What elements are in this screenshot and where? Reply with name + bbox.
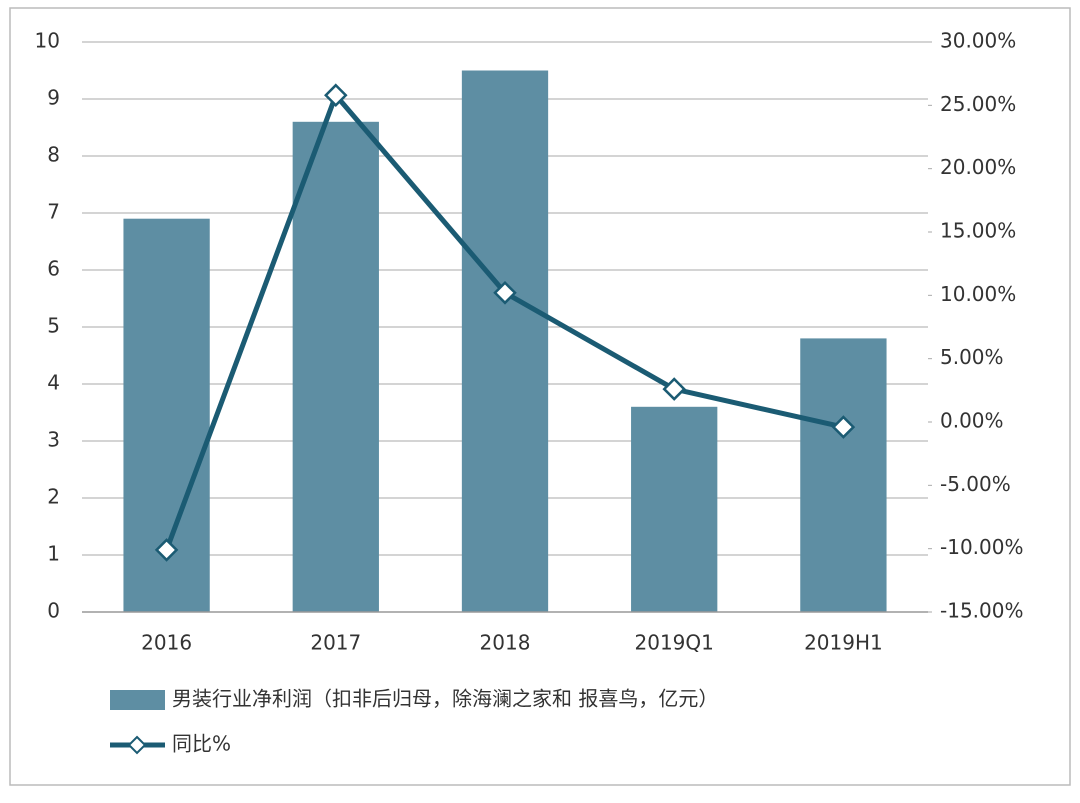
legend-label: 男装行业净利润（扣非后归母，除海澜之家和 报喜鸟，亿元） xyxy=(172,687,718,711)
line-marker xyxy=(662,377,686,401)
bar xyxy=(800,338,887,612)
x-tick-label: 2018 xyxy=(480,631,531,655)
legend-swatch xyxy=(110,690,165,710)
y2-tick-label: 10.00% xyxy=(940,282,1016,306)
y2-tick-label: -5.00% xyxy=(940,472,1011,496)
y-tick-label: 0 xyxy=(47,599,60,623)
y-tick-label: 6 xyxy=(47,257,60,281)
y-tick-label: 9 xyxy=(47,86,60,110)
y-tick-label: 8 xyxy=(47,143,60,167)
line-marker xyxy=(831,415,856,439)
bar xyxy=(631,406,718,612)
y2-tick-label: 20.00% xyxy=(940,155,1016,179)
legend-label: 同比% xyxy=(172,732,231,756)
x-tick-label: 2017 xyxy=(310,631,361,655)
y-tick-label: 5 xyxy=(47,314,60,338)
y2-tick-label: -10.00% xyxy=(940,535,1023,559)
y2-tick-label: 0.00% xyxy=(940,409,1004,433)
y2-tick-label: 30.00% xyxy=(940,29,1016,53)
y-tick-label: 4 xyxy=(47,371,60,395)
x-tick-label: 2019Q1 xyxy=(635,631,714,655)
y2-tick-label: 5.00% xyxy=(940,345,1004,369)
x-tick-label: 2019H1 xyxy=(804,631,883,655)
legend-marker xyxy=(127,735,147,755)
line-marker xyxy=(493,281,517,305)
y-tick-label: 3 xyxy=(47,428,60,452)
y2-tick-label: 25.00% xyxy=(940,92,1016,116)
y-tick-label: 7 xyxy=(47,200,60,224)
bar xyxy=(292,121,379,613)
y-tick-label: 1 xyxy=(47,542,60,566)
line-marker xyxy=(324,83,348,107)
y-tick-label: 2 xyxy=(47,485,60,509)
y-tick-label: 10 xyxy=(35,29,60,53)
bar xyxy=(461,70,549,612)
y2-tick-label: -15.00% xyxy=(940,599,1023,623)
y2-tick-label: 15.00% xyxy=(940,219,1016,243)
line-marker xyxy=(154,538,179,562)
x-tick-label: 2016 xyxy=(141,631,192,655)
